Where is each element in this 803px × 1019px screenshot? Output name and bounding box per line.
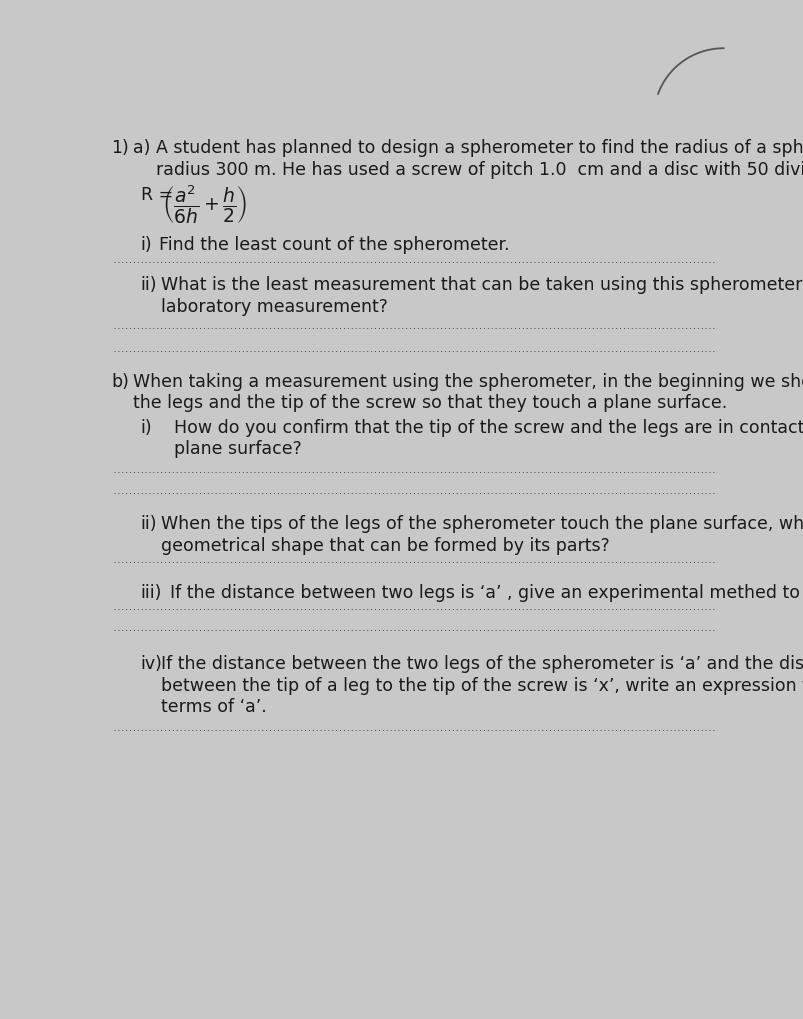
Text: R =: R =: [141, 185, 178, 204]
Text: 1): 1): [111, 140, 129, 157]
Text: geometrical shape that can be formed by its parts?: geometrical shape that can be formed by …: [161, 536, 609, 554]
Text: b): b): [111, 372, 129, 390]
Text: When the tips of the legs of the spherometer touch the plane surface, what is th: When the tips of the legs of the spherom…: [161, 515, 803, 533]
Text: i): i): [141, 419, 153, 436]
Text: terms of ‘a’.: terms of ‘a’.: [161, 698, 267, 715]
Text: iv): iv): [141, 654, 162, 673]
Text: radius 300 m. He has used a screw of pitch 1.0  cm and a disc with 50 divisions.: radius 300 m. He has used a screw of pit…: [156, 161, 803, 178]
Text: the legs and the tip of the screw so that they touch a plane surface.: the legs and the tip of the screw so tha…: [132, 393, 727, 412]
Text: A student has planned to design a spherometer to find the radius of a sphere of: A student has planned to design a sphero…: [156, 140, 803, 157]
Text: plane surface?: plane surface?: [174, 440, 301, 458]
Text: When taking a measurement using the spherometer, in the beginning we should keep: When taking a measurement using the sphe…: [132, 372, 803, 390]
Text: Find the least count of the spherometer.: Find the least count of the spherometer.: [158, 236, 508, 254]
Text: a): a): [132, 140, 150, 157]
Text: If the distance between two legs is ‘a’ , give an experimental methed to find it: If the distance between two legs is ‘a’ …: [170, 584, 803, 602]
Text: $\left(\dfrac{a^2}{6h}+\dfrac{h}{2}\right)$: $\left(\dfrac{a^2}{6h}+\dfrac{h}{2}\righ…: [162, 183, 247, 226]
Text: How do you confirm that the tip of the screw and the legs are in contact with th: How do you confirm that the tip of the s…: [174, 419, 803, 436]
Text: i): i): [141, 236, 153, 254]
Text: ii): ii): [141, 276, 157, 294]
Text: between the tip of a leg to the tip of the screw is ‘x’, write an expression for: between the tip of a leg to the tip of t…: [161, 677, 803, 694]
Text: iii): iii): [141, 584, 162, 602]
Text: What is the least measurement that can be taken using this spherometer as a: What is the least measurement that can b…: [161, 276, 803, 294]
Text: ii): ii): [141, 515, 157, 533]
Text: laboratory measurement?: laboratory measurement?: [161, 298, 387, 316]
Text: If the distance between the two legs of the spherometer is ‘a’ and the distance: If the distance between the two legs of …: [161, 654, 803, 673]
